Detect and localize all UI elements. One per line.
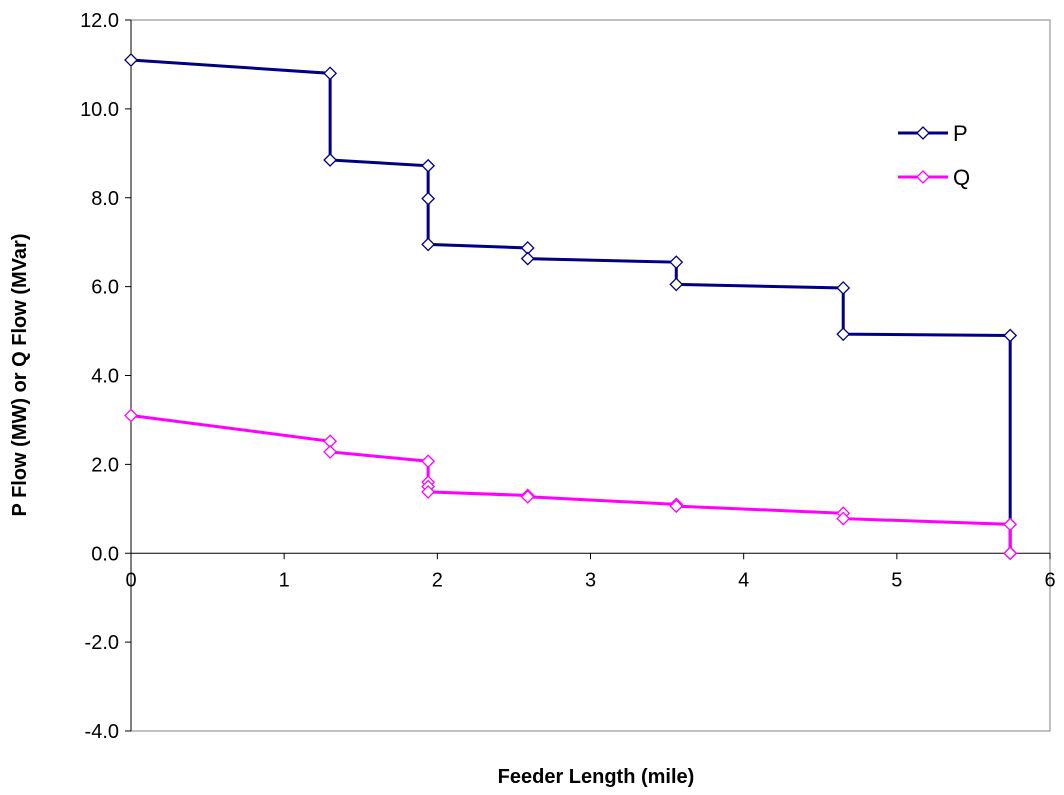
x-tick-label: 4 <box>738 569 749 591</box>
y-tick-label: 6.0 <box>91 277 119 299</box>
y-tick-label: 8.0 <box>91 188 119 210</box>
x-tick-label: 0 <box>125 569 136 591</box>
x-tick-label: 3 <box>585 569 596 591</box>
data-point-q <box>520 489 535 504</box>
x-tick-label: 5 <box>891 569 902 591</box>
data-point-q <box>421 454 436 469</box>
x-axis-title: Feeder Length (mile) <box>498 766 695 788</box>
axes-layer <box>125 19 1051 732</box>
data-point-p <box>421 158 436 173</box>
y-tick-label: 12.0 <box>80 10 119 32</box>
data-point-p <box>836 327 851 342</box>
data-point-p <box>520 251 535 266</box>
legend-marker-q <box>916 170 930 184</box>
y-tick-label: 10.0 <box>80 99 119 121</box>
data-point-p <box>669 277 684 292</box>
legend: PQ <box>898 121 970 190</box>
data-point-p <box>421 237 436 252</box>
y-tick-label: 2.0 <box>91 454 119 476</box>
data-point-p <box>124 53 138 67</box>
data-point-q <box>1003 546 1018 561</box>
y-tick-label: -4.0 <box>85 721 119 743</box>
data-point-p <box>421 191 436 206</box>
data-point-p <box>323 153 338 167</box>
data-point-p <box>323 66 338 81</box>
y-tick-label: -2.0 <box>85 632 119 654</box>
y-axis-title: P Flow (MW) or Q Flow (MVar) <box>9 234 31 517</box>
data-point-p <box>669 255 684 270</box>
data-point-q <box>323 445 338 459</box>
data-point-q <box>836 511 851 526</box>
y-tick-label: 4.0 <box>91 366 119 388</box>
x-tick-label: 6 <box>1044 569 1055 591</box>
x-tick-label: 1 <box>279 569 290 591</box>
data-point-q <box>124 408 138 423</box>
data-point-p <box>836 281 851 295</box>
y-tick-label: 0.0 <box>91 543 119 565</box>
legend-marker-p <box>916 126 930 140</box>
series-layer <box>124 53 1018 561</box>
x-tick-label: 2 <box>432 569 443 591</box>
data-point-q <box>669 499 684 514</box>
data-point-q <box>1003 517 1018 532</box>
legend-label-p: P <box>953 121 968 146</box>
data-point-q <box>421 485 436 499</box>
data-point-p <box>1003 328 1018 343</box>
legend-label-q: Q <box>953 165 970 190</box>
labels-layer: -4.0 -2.0 0.0 2.0 4.0 6.0 8.0 10.0 12.0 0 1 2 3 4 5 6 <box>80 10 1056 743</box>
